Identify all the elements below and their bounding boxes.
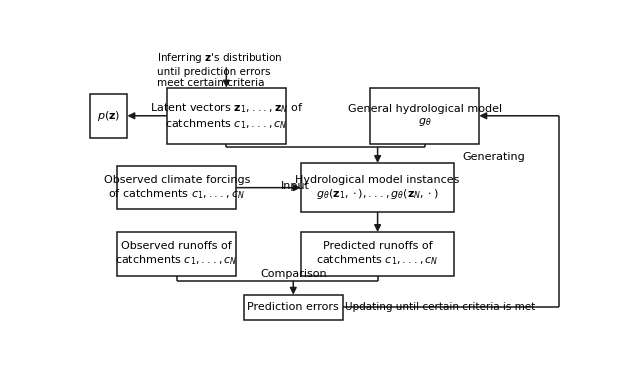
Text: Input: Input	[281, 181, 310, 191]
Bar	[117, 166, 236, 209]
Text: Observed runoffs of
catchments $c_1, ..., c_N$: Observed runoffs of catchments $c_1, ...…	[115, 241, 238, 267]
Bar	[167, 87, 286, 144]
Text: $p(\mathbf{z})$: $p(\mathbf{z})$	[97, 109, 120, 123]
Bar	[301, 232, 454, 276]
Text: General hydrological model
$g_\theta$: General hydrological model $g_\theta$	[348, 104, 502, 128]
Text: Latent vectors $\mathbf{z}_1, ..., \mathbf{z}_N$ of
catchments $c_1, ..., c_N$: Latent vectors $\mathbf{z}_1, ..., \math…	[150, 101, 303, 131]
Text: Comparison: Comparison	[260, 269, 326, 279]
Text: Generating: Generating	[462, 152, 525, 162]
Bar	[370, 87, 479, 144]
Bar	[117, 232, 236, 276]
Text: Hydrological model instances
$g_\theta(\mathbf{z}_1,\cdot), ..., g_\theta(\mathb: Hydrological model instances $g_\theta(\…	[296, 175, 460, 201]
Bar	[90, 94, 127, 138]
Text: Observed climate forcings
of catchments $c_1, ..., c_N$: Observed climate forcings of catchments …	[104, 175, 250, 201]
Bar	[244, 295, 343, 320]
Text: Predicted runoffs of
catchments $c_1, ..., c_N$: Predicted runoffs of catchments $c_1, ..…	[316, 241, 439, 267]
Bar	[301, 163, 454, 212]
Text: Prediction errors: Prediction errors	[248, 302, 339, 313]
Text: Inferring $\mathbf{z}$'s distribution
until prediction errors
meet certain crite: Inferring $\mathbf{z}$'s distribution un…	[157, 51, 282, 88]
Text: Updating until certain criteria is met: Updating until certain criteria is met	[346, 302, 536, 313]
